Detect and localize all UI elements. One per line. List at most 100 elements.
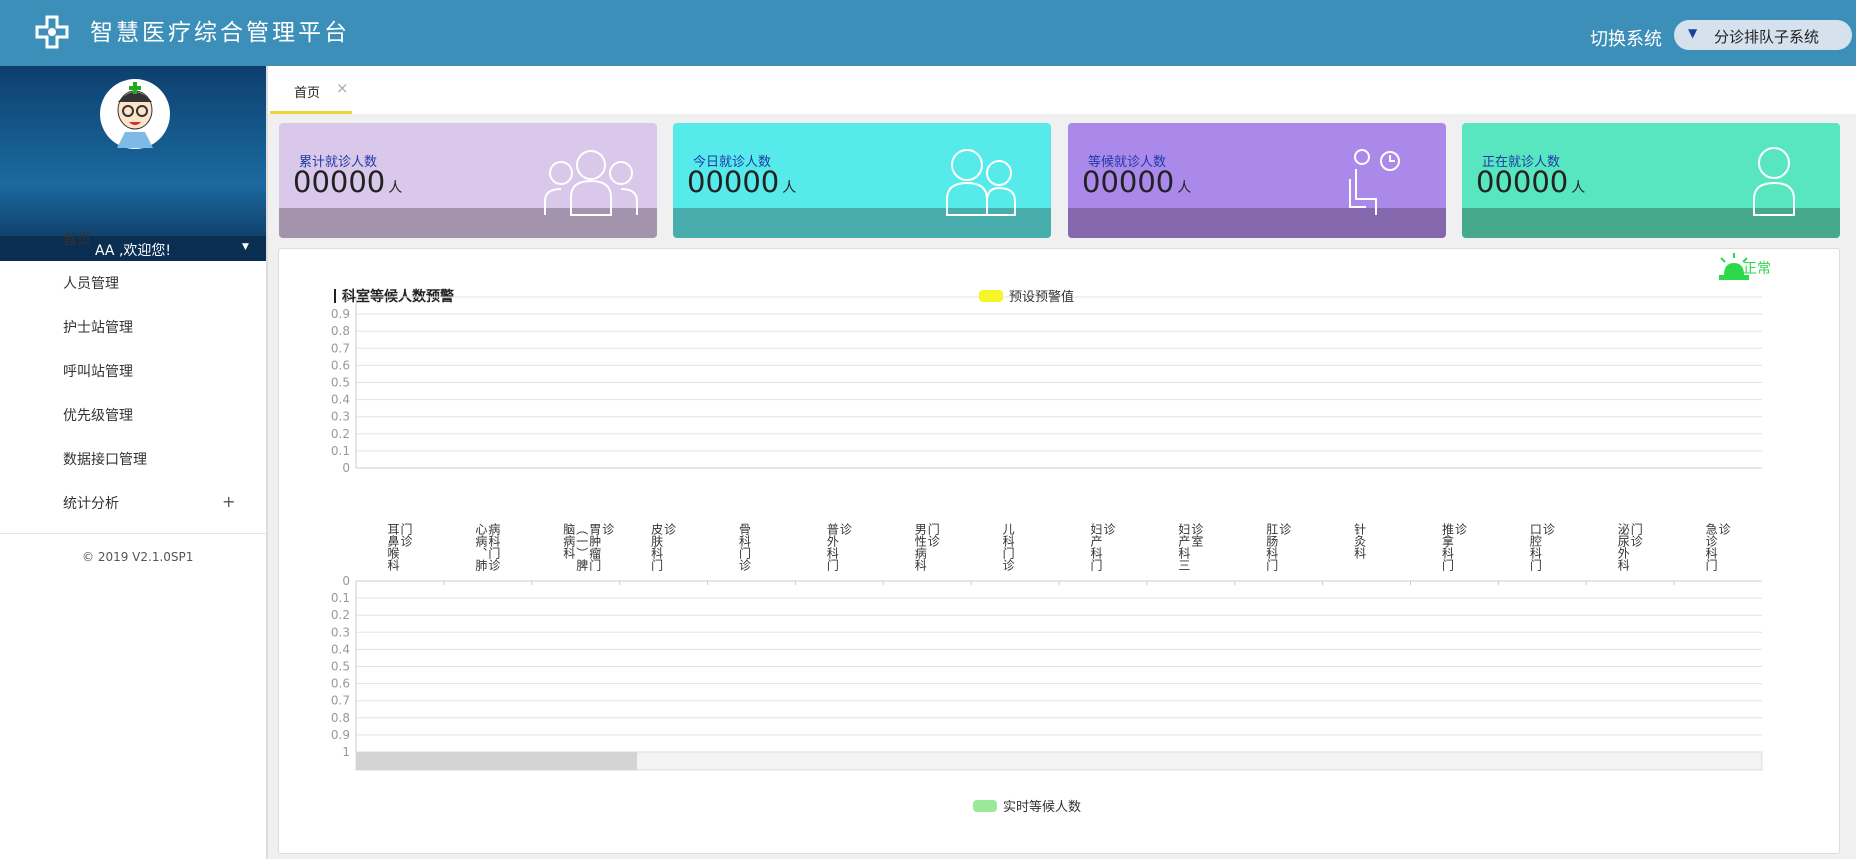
card-value-row: 00000 人	[687, 165, 796, 199]
stat-card: 今日就诊人数 00000 人	[673, 123, 1051, 238]
x-tick-label: 推拿科门诊	[1440, 523, 1468, 571]
menu-item[interactable]: 护士站管理	[63, 320, 133, 336]
x-tick-label: 脑病科（一）脾胃肿瘤门诊	[561, 523, 615, 571]
y-tick-label: 0.9	[331, 307, 350, 321]
card-icon	[1753, 147, 1795, 216]
tab-close[interactable]: ×	[336, 79, 349, 97]
x-tick-label: 妇产科门诊	[1088, 523, 1116, 571]
card-icon	[544, 150, 638, 216]
card-value: 00000	[1082, 165, 1175, 199]
x-tick-label: 耳鼻喉科门诊	[385, 523, 413, 571]
avatar	[100, 79, 170, 149]
legend-swatch	[979, 290, 1003, 302]
y-tick-label: 0.3	[331, 625, 350, 639]
system-name: 分诊排队子系统	[1714, 28, 1820, 46]
chart: 科室等候人数预警正常00.10.20.30.40.50.60.70.80.910…	[331, 253, 1771, 815]
legend-label: 实时等候人数	[1003, 799, 1081, 815]
menu-item[interactable]: 优先级管理	[63, 408, 133, 424]
app-title: 智慧医疗综合管理平台	[90, 20, 350, 46]
y-tick-label: 0.5	[331, 660, 350, 674]
stat-card: 正在就诊人数 00000 人	[1462, 123, 1840, 238]
x-tick-label: 心病、肺病科门诊	[473, 523, 501, 571]
tab-bar: 首页 ×	[268, 66, 1856, 114]
card-icon	[1349, 149, 1400, 215]
card-unit: 人	[1177, 180, 1192, 196]
x-tick-label: 肛肠科门诊	[1264, 523, 1292, 571]
x-tick-label: 男性病科门诊	[913, 523, 941, 571]
y-tick-label: 0.8	[331, 324, 350, 338]
y-tick-label: 0.5	[331, 376, 350, 390]
y-tick-label: 0.6	[331, 677, 350, 691]
caret: ▼	[1688, 26, 1698, 40]
card-value-row: 00000 人	[293, 165, 402, 199]
y-tick-label: 1	[342, 290, 350, 304]
legend-label: 预设预警值	[1009, 289, 1074, 305]
card-label: 累计就诊人数	[299, 155, 378, 170]
chart-panel: 科室等候人数预警 正常 0 0.1 0.2 0.3 0.4 0.5 0.6 0.7 0.8 0.9 1 0…	[278, 248, 1840, 854]
card-footer	[1068, 208, 1446, 238]
card-footer	[1462, 208, 1840, 238]
y-tick-label: 0	[342, 461, 350, 475]
y-tick-label: 0.4	[331, 642, 350, 656]
y-tick-label: 0.2	[331, 608, 350, 622]
y-tick-label: 0.4	[331, 393, 350, 407]
logo	[35, 15, 69, 49]
legend-swatch	[973, 800, 997, 812]
y-tick-label: 0.6	[331, 358, 350, 372]
stat-card: 等候就诊人数 00000 人	[1068, 123, 1446, 238]
title-marker	[334, 289, 336, 303]
card-icon	[946, 149, 1016, 216]
greeting: AA ,欢迎您!	[94, 243, 172, 259]
menu-item[interactable]: 呼叫站管理	[63, 364, 133, 380]
y-tick-label: 0.2	[331, 427, 350, 441]
card-value-row: 00000 人	[1082, 165, 1191, 199]
card-value: 00000	[293, 165, 386, 199]
card-label: 今日就诊人数	[693, 155, 772, 170]
x-tick-label: 泌尿外科门诊	[1616, 523, 1644, 571]
y-tick-label: 0.1	[331, 444, 350, 458]
card-value-row: 00000 人	[1476, 165, 1585, 199]
menu-item[interactable]: 数据接口管理	[63, 452, 147, 468]
status: 正常	[1743, 261, 1771, 277]
copyright: © 2019 V2.1.0SP1	[82, 550, 194, 564]
card-value: 00000	[687, 165, 780, 199]
scroll-thumb	[356, 752, 637, 770]
y-tick-label: 0.7	[331, 694, 350, 708]
y-tick-label: 0.7	[331, 341, 350, 355]
sidebar: AA ,欢迎您! ▼ + © 2019 V2.1.0SP1 首页人员管理护士站管…	[0, 66, 268, 859]
stat-card: 累计就诊人数 00000 人	[279, 123, 657, 238]
menu-item[interactable]: 人员管理	[63, 276, 119, 292]
card-value: 00000	[1476, 165, 1569, 199]
x-tick-label: 针灸科	[1352, 523, 1367, 559]
card-footer	[279, 208, 657, 238]
y-tick-label: 0	[342, 574, 350, 588]
menu-item[interactable]: 首页	[63, 232, 91, 248]
card-label: 等候就诊人数	[1088, 155, 1167, 170]
tab-label: 首页	[294, 86, 321, 101]
user-panel: AA ,欢迎您! ▼	[0, 66, 266, 261]
x-tick-label: 普外科门诊	[825, 523, 853, 571]
card-unit: 人	[1571, 180, 1586, 196]
menu-expand[interactable]: +	[222, 492, 236, 511]
status-alarm	[1719, 253, 1749, 280]
divider	[0, 533, 266, 534]
card-unit: 人	[388, 180, 403, 196]
x-tick-label: 急诊科门诊	[1704, 523, 1732, 571]
menu-item[interactable]: 统计分析	[63, 496, 119, 512]
system-select[interactable]: ▼ 分诊排队子系统	[1674, 20, 1852, 50]
tab[interactable]: 首页 ×	[270, 66, 352, 114]
user-bar[interactable]: AA ,欢迎您! ▼	[0, 236, 266, 261]
y-tick-label: 0.8	[331, 711, 350, 725]
caret: ▼	[242, 242, 249, 252]
header: 智慧医疗综合管理平台 切换系统 ▼ 分诊排队子系统	[0, 0, 1856, 66]
y-tick-label: 0.3	[331, 410, 350, 424]
x-tick-label: 皮肤科门诊	[649, 523, 677, 571]
x-tick-label: 妇产科三诊室	[1176, 523, 1204, 571]
x-tick-label: 骨科门诊	[737, 523, 752, 571]
y-tick-label: 1	[342, 745, 350, 759]
x-tick-label: 口腔科门诊	[1528, 523, 1556, 571]
card-label: 正在就诊人数	[1482, 155, 1561, 170]
x-tick-label: 儿科门诊	[1001, 523, 1016, 571]
y-tick-label: 0.9	[331, 728, 350, 742]
